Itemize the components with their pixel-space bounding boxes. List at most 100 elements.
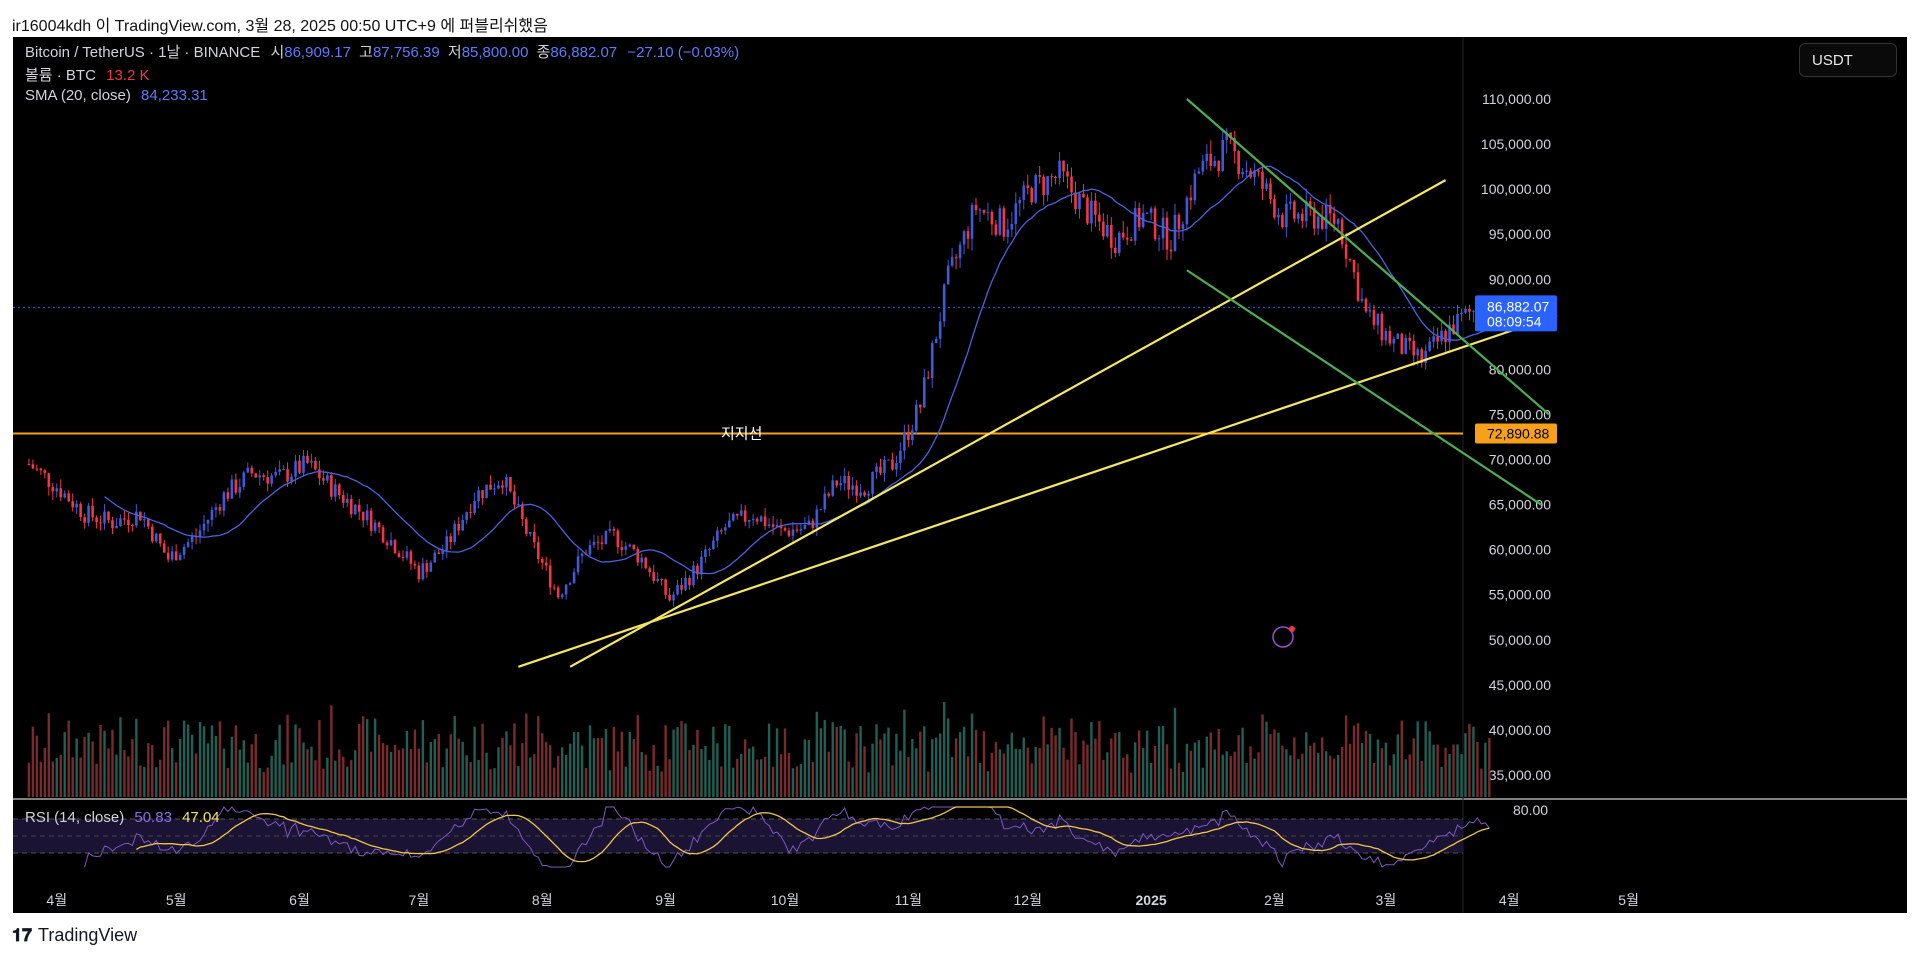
volume-bar [1110, 738, 1113, 797]
tradingview-logo[interactable]: 𝟏𝟕 TradingView [12, 925, 137, 946]
publish-caption: ir16004kdh 이 TradingView.com, 3월 28, 202… [12, 18, 548, 35]
candle-body [1400, 333, 1404, 354]
volume-bar [835, 726, 838, 797]
volume-bar [1404, 759, 1407, 797]
candle-body [1145, 212, 1149, 214]
candle-body [1042, 176, 1045, 196]
volume-bar [1118, 732, 1121, 797]
volume-bar [282, 764, 285, 797]
candle-body [712, 540, 715, 550]
candle-body [509, 477, 512, 492]
volume-bar [1034, 747, 1037, 797]
currency-selector-button[interactable]: USDT [1799, 43, 1897, 77]
volume-bar [381, 743, 385, 797]
volume-legend[interactable]: 볼륨 · BTC 13.2 K [25, 64, 149, 85]
volume-bar [258, 768, 261, 797]
volume-bar [266, 767, 269, 797]
volume-bar [481, 723, 484, 797]
candle-body [1161, 217, 1165, 239]
candle-body [497, 485, 500, 489]
candle-body [851, 485, 854, 490]
volume-bar [389, 751, 393, 797]
volume-bar [1070, 718, 1073, 797]
candle-body [127, 519, 130, 525]
volume-bar [314, 760, 317, 797]
candle-body [1050, 176, 1053, 178]
volume-bar [871, 743, 874, 797]
volume-bar [1324, 751, 1328, 797]
candle-body [1129, 239, 1133, 241]
volume-bar [1344, 715, 1348, 797]
candle-body [318, 469, 321, 479]
volume-bar [720, 766, 723, 797]
volume-bar [986, 771, 990, 797]
volume-bar [915, 748, 918, 797]
volume-bar [664, 725, 667, 797]
volume-bar [668, 759, 671, 797]
volume-bar [322, 768, 325, 797]
volume-bar [310, 746, 313, 797]
candle-body [1336, 219, 1340, 224]
volume-bar [87, 732, 90, 797]
candle-body [314, 460, 317, 470]
symbol-legend: Bitcoin / TetherUS · 1날 · BINANCE 시86,90… [25, 41, 739, 62]
candle-body [708, 549, 711, 551]
candle-body [294, 460, 297, 477]
candle-body [31, 464, 35, 469]
rsi-legend[interactable]: RSI (14, close) 50.83 47.04 [25, 809, 220, 826]
candle-body [361, 511, 365, 521]
volume-bar [501, 737, 504, 797]
candle-body [1396, 333, 1400, 339]
candle-body [974, 205, 978, 211]
volume-bar [115, 754, 118, 797]
candle-body [1010, 224, 1014, 230]
volume-bar [35, 735, 39, 797]
volume-bar [537, 716, 540, 797]
volume-bar [771, 766, 775, 797]
volume-bar [759, 759, 763, 797]
candle-body [1078, 193, 1081, 210]
volume-bar [1257, 752, 1260, 797]
candle-body [385, 542, 389, 546]
candle-body [43, 470, 47, 474]
volume-bar [525, 713, 528, 797]
candle-body [409, 551, 413, 564]
candle-body [1464, 308, 1467, 313]
last-price-badge [1475, 295, 1557, 332]
candle-body [1324, 204, 1328, 229]
sma-legend[interactable]: SMA (20, close) 84,233.31 [25, 87, 208, 104]
high-value: 87,756.39 [372, 44, 440, 61]
y-tick-label: 75,000.00 [1489, 406, 1551, 422]
candle-body [190, 536, 194, 543]
volume-bar [576, 732, 580, 797]
candle-body [322, 478, 325, 481]
candle-body [672, 594, 675, 601]
volume-bar [1476, 741, 1479, 797]
chart-panel[interactable]: 지지선 72,890.88 110,000.00 105,000.00 100,000.… [13, 37, 1907, 913]
volume-bar [401, 748, 405, 797]
candle-body [1058, 160, 1061, 179]
candle-body [1388, 331, 1392, 344]
y-tick-label: 80,000.00 [1489, 361, 1551, 377]
volume-bar [839, 725, 842, 797]
candle-body [1185, 197, 1189, 225]
candle-body [982, 209, 986, 213]
volume-bar [1165, 744, 1169, 797]
candle-body [1062, 160, 1065, 172]
price-chart[interactable]: 지지선 72,890.88 110,000.00 105,000.00 100,000.… [13, 37, 1907, 913]
volume-bar [270, 755, 273, 797]
candle-body [162, 543, 166, 553]
candle-body [27, 464, 31, 466]
volume-bar [628, 732, 632, 797]
candle-body [1297, 213, 1300, 219]
volume-bar [1460, 754, 1463, 797]
volume-bar [1078, 764, 1081, 797]
candle-body [787, 530, 791, 536]
volume-bar [55, 758, 58, 797]
candle-body [779, 524, 783, 529]
volume-bar [397, 750, 401, 797]
volume-bar [549, 745, 552, 797]
volume-bar [1209, 732, 1212, 797]
symbol-title[interactable]: Bitcoin / TetherUS · 1날 · BINANCE [25, 44, 261, 61]
volume-bar [1416, 721, 1419, 797]
